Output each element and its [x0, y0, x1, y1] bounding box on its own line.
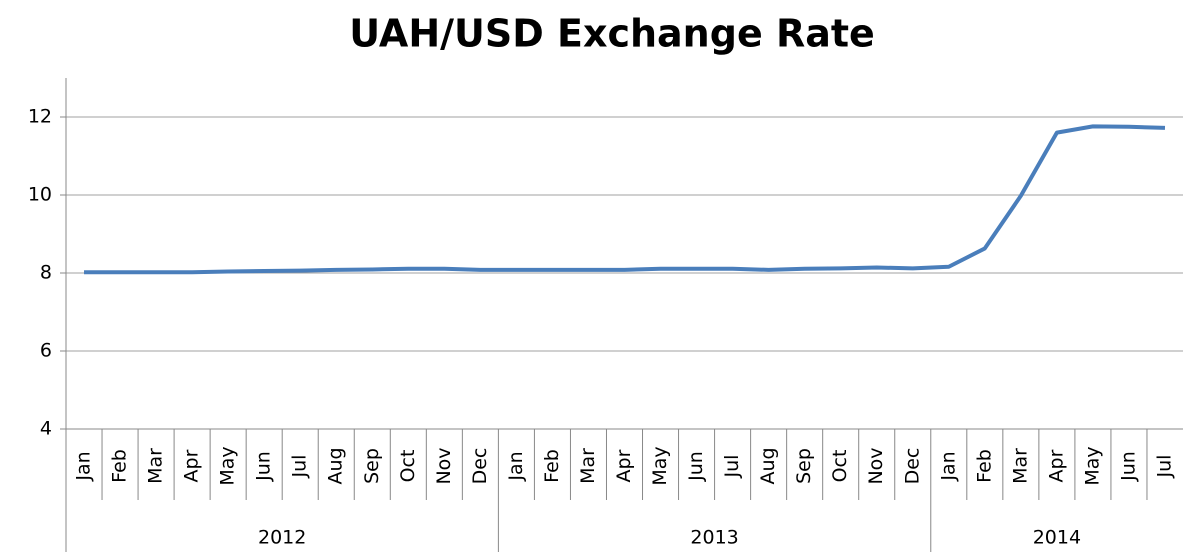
x-tick-label: Nov	[433, 447, 455, 484]
group-label: 2013	[690, 527, 738, 549]
x-tick-label: Feb	[109, 449, 131, 483]
x-tick-label: Jul	[289, 455, 311, 479]
x-tick-label: Sep	[361, 448, 383, 484]
chart-title: UAH/USD Exchange Rate	[349, 12, 875, 56]
y-tick-label: 4	[40, 418, 52, 440]
x-tick-label: Jan	[937, 451, 959, 481]
x-tick-label: May	[1081, 446, 1103, 485]
x-tick-label: Jan	[505, 451, 527, 481]
x-tick-label: Jun	[1117, 451, 1139, 482]
x-tick-label: Apr	[1045, 449, 1067, 482]
x-tick-label: Feb	[973, 449, 995, 483]
x-tick-label: Jan	[73, 451, 95, 481]
x-tick-label: Aug	[757, 447, 779, 484]
x-tick-label: May	[649, 446, 671, 485]
x-tick-label: Mar	[1009, 448, 1031, 484]
x-tick-label: Apr	[613, 449, 635, 482]
series-line	[84, 124, 1166, 275]
x-tick-label: Mar	[577, 448, 599, 484]
x-tick-label: Jul	[1153, 455, 1175, 479]
x-tick-label: Oct	[829, 450, 851, 483]
y-tick-label: 8	[40, 262, 52, 284]
y-tick-label: 12	[28, 106, 52, 128]
x-tick-label: Dec	[901, 448, 923, 485]
y-tick-label: 10	[28, 184, 52, 206]
group-label: 2014	[1033, 527, 1081, 549]
x-tick-label: Nov	[865, 447, 887, 484]
x-tick-label: Apr	[181, 449, 203, 482]
x-tick-label: Feb	[541, 449, 563, 483]
group-label: 2012	[258, 527, 306, 549]
x-tick-label: Sep	[793, 448, 815, 484]
x-tick-label: Mar	[145, 448, 167, 484]
x-tick-label: Jul	[721, 455, 743, 479]
x-tick-label: Jun	[253, 451, 275, 482]
x-tick-label: May	[217, 446, 239, 485]
y-tick-label: 6	[40, 340, 52, 362]
x-tick-label: Dec	[469, 448, 491, 485]
x-tick-label: Aug	[325, 447, 347, 484]
x-tick-label: Jun	[685, 451, 707, 482]
x-tick-label: Oct	[397, 450, 419, 483]
